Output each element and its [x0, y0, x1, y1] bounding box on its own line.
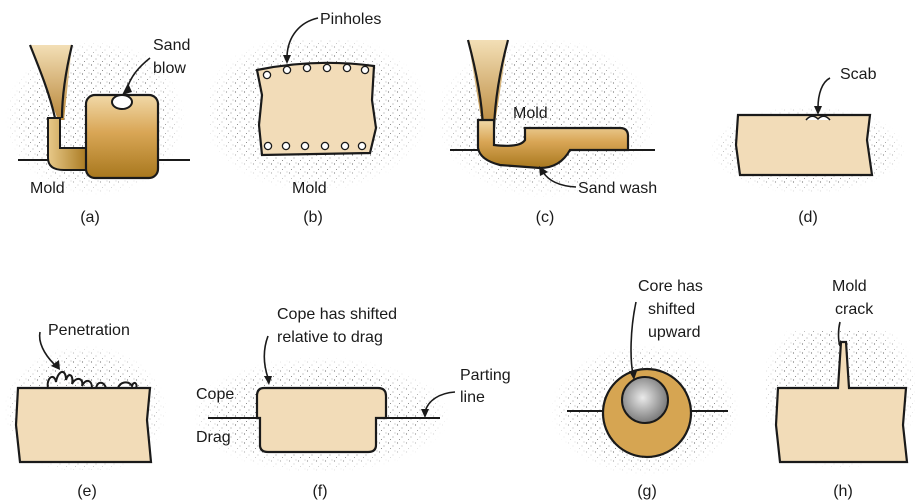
caption-d: (d) [798, 209, 818, 226]
pinholes-label: Pinholes [320, 11, 381, 28]
scab-label: Scab [840, 66, 877, 83]
panel-b: Pinholes Mold (b) [210, 11, 425, 226]
pinholes [262, 63, 370, 151]
caption-e: (e) [77, 483, 97, 500]
caption-f: (f) [312, 483, 327, 500]
panel-h: Mold crack (h) [765, 278, 915, 500]
core-note-2: shifted [648, 301, 695, 318]
pouring-cup [30, 45, 72, 120]
core-note-1: Core has [638, 278, 703, 295]
penetration-label: Penetration [48, 322, 130, 339]
panel-e: Penetration (e) [5, 322, 170, 500]
leader-line [263, 335, 269, 379]
cope-label: Cope [196, 386, 234, 403]
casting-h [774, 340, 909, 464]
mold-label: Mold [513, 105, 548, 122]
casting-d [734, 113, 874, 177]
pouring-cup [468, 40, 508, 130]
leader-line [38, 331, 55, 365]
casting-f [255, 386, 388, 454]
panel-g: Core has shifted upward (g) [550, 278, 740, 500]
parting-label-1: Parting [460, 367, 511, 384]
mold-label: Mold [30, 180, 65, 197]
caption-b: (b) [303, 209, 323, 226]
panel-a: Sand blow Mold (a) [5, 37, 190, 226]
drag-label: Drag [196, 429, 231, 446]
sand-blow-label-2: blow [153, 60, 186, 77]
parting-label-2: line [460, 389, 485, 406]
mold-crack-label-1: Mold [832, 278, 867, 295]
sand-blow-void [111, 94, 133, 110]
panel-c: Mold Sand wash (c) [440, 39, 660, 226]
shift-note-1: Cope has shifted [277, 306, 397, 323]
scab [805, 115, 831, 121]
sprue-runner [47, 117, 89, 171]
sand-wash-label: Sand wash [578, 180, 657, 197]
caption-g: (g) [637, 483, 657, 500]
sand-blow-label: Sand [153, 37, 190, 54]
caption-h: (h) [833, 483, 853, 500]
caption-c: (c) [536, 209, 555, 226]
caption-a: (a) [80, 209, 100, 226]
casting-c [476, 118, 630, 170]
panel-f: Cope has shifted relative to drag Cope D… [195, 306, 511, 500]
mold-crack-label-2: crack [835, 301, 874, 318]
casting-b [255, 61, 378, 157]
leader-line [542, 171, 577, 188]
leader-line [817, 77, 831, 109]
core [621, 376, 669, 424]
mold-label: Mold [292, 180, 327, 197]
casting-e [14, 386, 153, 464]
penetration [46, 371, 138, 389]
leader-line [630, 301, 637, 375]
shift-note-2: relative to drag [277, 329, 383, 346]
leader-line [837, 321, 841, 347]
leader-line [286, 17, 319, 57]
panel-d: Scab (d) [705, 66, 915, 226]
core-note-3: upward [648, 324, 700, 341]
